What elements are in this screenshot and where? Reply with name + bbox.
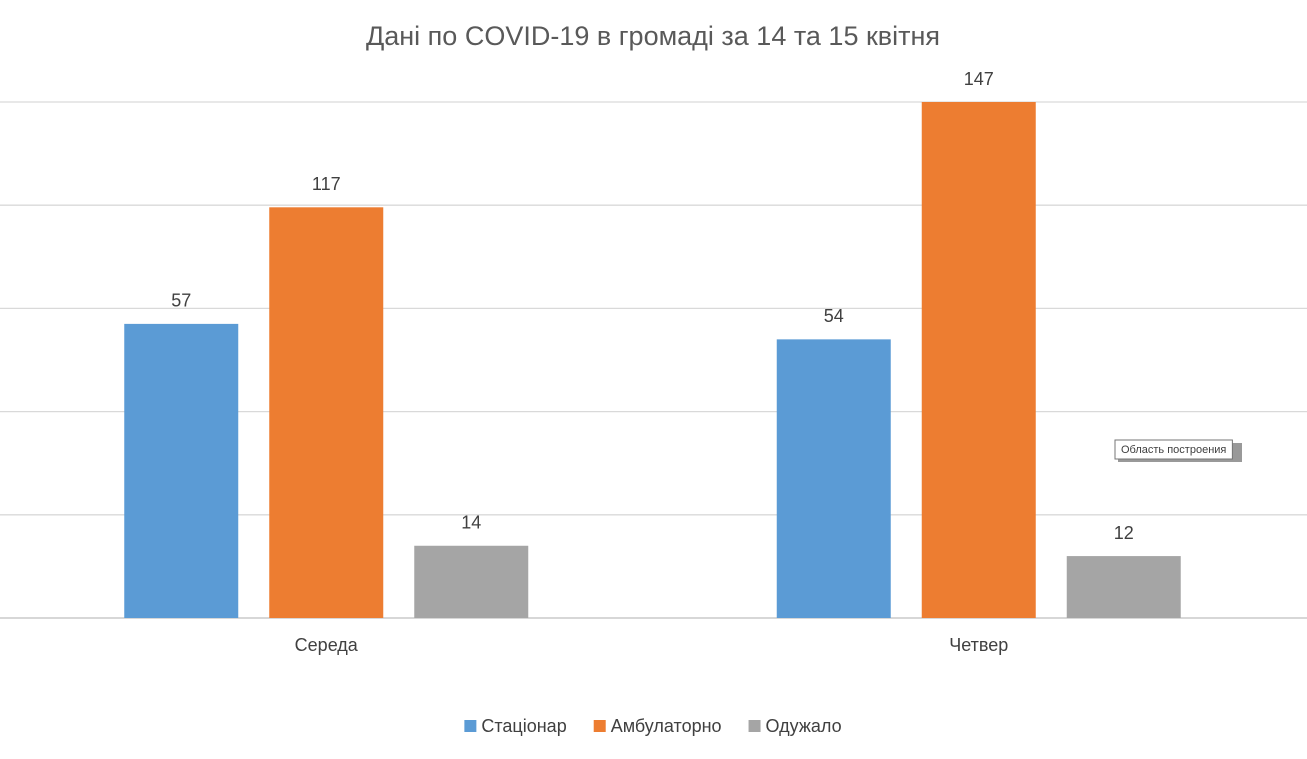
data-label: 54 bbox=[824, 306, 844, 326]
legend-label: Амбулаторно bbox=[611, 716, 722, 736]
data-label: 12 bbox=[1114, 523, 1134, 543]
legend-swatch bbox=[464, 720, 477, 732]
legend: Стаціонар Амбулаторно Одужало bbox=[464, 716, 842, 736]
data-label: 14 bbox=[461, 513, 481, 533]
tooltip-text: Область построения bbox=[1121, 444, 1226, 456]
bar bbox=[269, 207, 384, 618]
data-label: 57 bbox=[171, 291, 191, 311]
data-label: 117 bbox=[312, 174, 341, 194]
legend-swatch bbox=[593, 720, 606, 732]
tooltip: Область построения bbox=[1114, 439, 1242, 462]
bar bbox=[1066, 556, 1181, 618]
data-label: 147 bbox=[964, 69, 994, 89]
legend-label: Одужало bbox=[766, 716, 842, 736]
legend-swatch bbox=[748, 720, 761, 732]
x-tick-label: Четвер bbox=[949, 635, 1008, 655]
tooltip-box bbox=[1114, 439, 1233, 460]
legend-label: Стаціонар bbox=[481, 716, 566, 736]
bar bbox=[921, 102, 1036, 618]
x-tick-label: Середа bbox=[295, 635, 359, 655]
chart-title: Дані по COVID-19 в громаді за 14 та 15 к… bbox=[366, 21, 940, 51]
bar bbox=[776, 339, 891, 618]
bar bbox=[414, 545, 529, 618]
bar bbox=[124, 323, 239, 618]
